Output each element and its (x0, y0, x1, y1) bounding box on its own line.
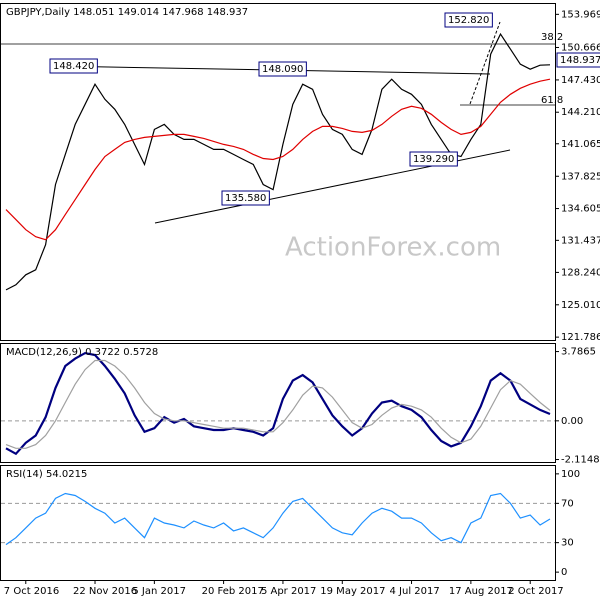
y-tick-label: 150.666 (561, 42, 600, 53)
x-tick-label: 5 Apr 2017 (261, 586, 316, 597)
y-tick-label: 100 (561, 469, 580, 480)
y-tick-label: 141.065 (561, 139, 600, 150)
y-tick-label: 128.240 (561, 267, 600, 278)
y-tick-label: 153.969 (561, 9, 600, 20)
x-tick-label: 7 Oct 2016 (4, 586, 59, 597)
series-line (5, 351, 551, 456)
annotation: 135.580 (225, 193, 266, 204)
x-tick-label: 5 Jan 2017 (132, 586, 186, 597)
y-tick-label: 0.00 (561, 416, 583, 427)
rsi-panel (0, 465, 556, 581)
annotation-box (258, 61, 307, 77)
annotation: 148.420 (53, 61, 94, 72)
y-tick-label: 30 (561, 538, 574, 549)
annotation-box (556, 52, 600, 68)
annotation-box (444, 12, 493, 28)
annotation: 61.8 (541, 95, 563, 106)
y-tick-label: 121.7865 (561, 332, 600, 343)
price-panel (0, 3, 556, 341)
annotation-box (49, 58, 98, 74)
annotation: 38.2 (541, 32, 563, 43)
x-tick-label: 19 May 2017 (320, 586, 385, 597)
watermark: ActionForex.com (285, 233, 501, 263)
macd-panel (0, 343, 556, 463)
x-tick-label: 22 Nov 2016 (73, 586, 137, 597)
series-line (5, 492, 551, 546)
panel-title: RSI(14) 54.0215 (6, 469, 87, 480)
series-line (5, 78, 551, 241)
y-tick-label: 147.430 (561, 75, 600, 86)
x-tick-label: 4 Jul 2017 (390, 586, 440, 597)
annotation: 139.290 (413, 154, 454, 165)
annotation: 152.820 (448, 15, 489, 26)
panel-title: GBPJPY,Daily 148.051 149.014 147.968 148… (6, 7, 248, 18)
x-tick-label: 20 Feb 2017 (202, 586, 264, 597)
y-tick-label: 131.437 (561, 235, 600, 246)
annotation: 148.937 (560, 55, 600, 66)
series-line (5, 32, 551, 291)
x-tick-label: 2 Oct 2017 (508, 586, 563, 597)
y-tick-label: 134.605 (561, 204, 600, 215)
panel-title: MACD(12,26,9) 0.3722 0.5728 (6, 347, 158, 358)
fib-line (469, 21, 501, 105)
y-tick-label: 70 (561, 498, 574, 509)
y-tick-label: 144.210 (561, 107, 600, 118)
y-tick-label: -2.1148 (561, 455, 600, 466)
y-tick-label: 125.010 (561, 300, 600, 311)
y-tick-label: 137.825 (561, 171, 600, 182)
y-tick-label: 3.7865 (561, 347, 596, 358)
annotation-box (221, 190, 270, 206)
annotation: 148.090 (262, 64, 303, 75)
y-tick-label: 0 (561, 567, 567, 578)
x-tick-label: 17 Aug 2017 (449, 586, 513, 597)
series-line (5, 359, 551, 449)
annotation-box (409, 151, 458, 167)
